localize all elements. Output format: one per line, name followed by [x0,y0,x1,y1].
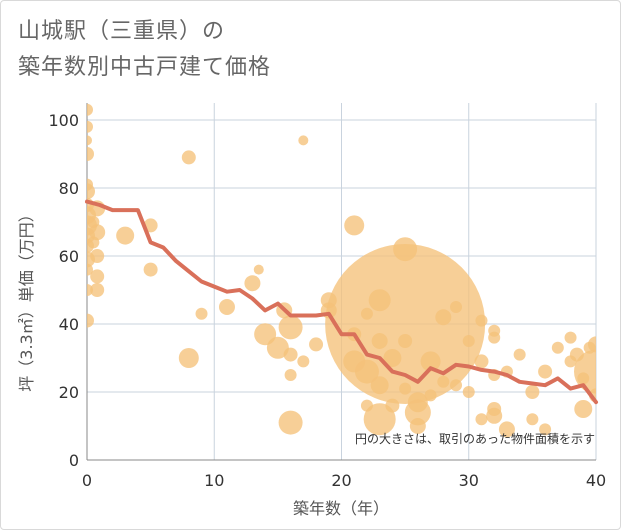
chart-title: 山城駅（三重県）の 築年数別中古戸建て価格 [18,14,271,86]
bubble-point [588,336,596,353]
bubble-point [435,309,452,326]
x-tick-label: 40 [586,471,606,490]
bubble-size-note: 円の大きさは、取引のあった物件面積を示す [355,431,595,446]
chart-title-line-1: 山城駅（三重県）の [18,19,226,44]
bubble-point [266,336,289,359]
bubble-point [344,215,365,236]
bubble-point [90,249,105,263]
x-tick-label: 30 [459,471,479,490]
bubble-point [87,147,94,161]
x-tick-label: 0 [82,471,92,490]
bubble-point [475,314,488,327]
bubble-point [87,313,94,328]
bubble-point [475,413,488,426]
bubble-point [450,301,463,313]
bubble-point [564,331,577,344]
x-tick-label: 20 [331,471,351,490]
bubble-point [284,369,297,381]
bubble-point [90,269,105,284]
bubble-point [90,283,105,297]
bubble-point [87,120,93,133]
bubble-point [474,354,489,369]
bubble-point [404,399,431,426]
y-tick-label: 60 [59,247,79,266]
y-tick-label: 0 [69,451,79,470]
bubble-point [143,262,158,277]
bubble-point [278,410,303,435]
bubble-point [409,418,426,434]
bubble-point [424,389,437,402]
bubble-point [574,349,596,394]
bubble-point [116,226,135,245]
bubble-point [253,264,264,275]
bubble-point [283,347,298,362]
bubble-series [87,103,596,438]
bubble-point [574,400,593,418]
bubble-point [298,135,309,146]
bubble-point [309,337,324,352]
bubble-point [325,244,486,404]
bubble-point [87,135,92,146]
bubble-point [87,183,95,200]
bubble-point [278,315,303,340]
bubble-point [551,341,564,354]
bubble-point [462,335,475,347]
bubble-point [89,224,106,241]
chart-title-line-2: 築年数別中古戸建て価格 [18,55,272,80]
bubble-point [181,150,196,165]
x-axis-title: 築年数（年） [293,499,389,518]
bubble-point [450,379,463,392]
bubble-point [539,423,552,436]
bubble-point [420,351,441,372]
bubble-point [399,382,412,395]
bubble-point [363,403,396,436]
bubble-point [488,331,501,344]
bubble-point [437,375,450,388]
y-tick-label: 100 [48,111,79,130]
bubble-point [195,307,208,320]
average-price-line [85,199,598,405]
axis-ticks: 0 10 20 30 40 0 20 40 60 80 100 [48,111,606,490]
y-tick-label: 20 [59,383,79,402]
y-tick-label: 40 [59,315,79,334]
bubble-point [297,355,310,368]
bubble-point [462,386,475,398]
bubble-point [525,385,540,399]
bubble-point [513,348,526,361]
y-axis-title: 坪（3.3㎡）単価（万円） [17,206,36,391]
bubble-point [498,421,515,438]
average-line-series [85,199,598,405]
y-tick-label: 80 [59,179,79,198]
bubble-point [87,103,93,116]
bubble-point [178,348,199,368]
x-tick-label: 10 [204,471,224,490]
bubble-point [244,275,261,292]
bubble-point [486,407,503,424]
bubble-point [398,334,413,348]
bubble-point [218,299,235,315]
bubble-point [526,413,539,426]
bubble-point [538,364,553,379]
